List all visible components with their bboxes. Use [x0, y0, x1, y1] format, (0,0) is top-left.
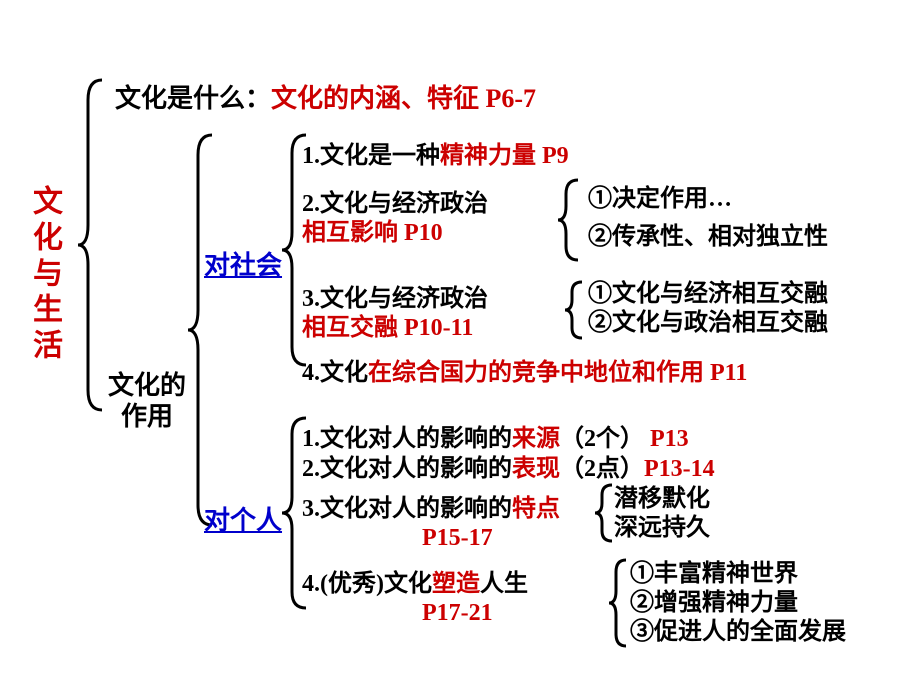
s1-prefix: 1.文化是一种 — [302, 143, 440, 169]
branch1-highlight: 文化的内涵、特征 P6-7 — [271, 84, 536, 113]
p4-a: 4.(优秀)文化 — [302, 571, 432, 597]
p4-pg: P17-21 — [302, 599, 528, 628]
person-item-4-sub: ①丰富精神世界 ②增强精神力量 ③促进人的全面发展 — [630, 560, 846, 646]
s2-l1: 2.文化与经济政治 — [302, 190, 488, 219]
p4sc: ③促进人的全面发展 — [630, 618, 846, 647]
p4-b: 人生 — [480, 571, 528, 597]
branch2-line2: 作用 — [108, 401, 186, 432]
p2-a: 2.文化对人的影响的 — [302, 456, 512, 482]
p2-b: （2点） — [560, 456, 644, 482]
branch1-prefix: 文化是什么： — [115, 84, 271, 113]
person-item-2: 2.文化对人的影响的表现（2点）P13-14 — [302, 448, 715, 483]
s4-prefix: 4.文化 — [302, 360, 368, 386]
p4sb: ②增强精神力量 — [630, 589, 846, 618]
p4-hl: 塑造 — [432, 571, 480, 597]
s2-l2: 相互影响 P10 — [302, 219, 488, 248]
society-item-4: 4.文化在综合国力的竞争中地位和作用 P11 — [302, 352, 747, 387]
society-item-2: 2.文化与经济政治 相互影响 P10 — [302, 190, 488, 248]
s3b: ②文化与政治相互交融 — [588, 309, 828, 338]
brace-role — [196, 135, 216, 525]
person-item-3-sub: 潜移默化 深远持久 — [614, 485, 710, 543]
root-title: 文化与生活 — [22, 185, 66, 365]
s3a: ①文化与经济相互交融 — [588, 280, 828, 309]
s3-l2: 相互交融 P10-11 — [302, 314, 488, 343]
person-label: 对个人 — [204, 500, 282, 537]
society-item-2-sub: ①决定作用… ②传承性、相对独立性 — [588, 180, 828, 257]
brace-s3-sub — [570, 282, 586, 338]
society-item-1: 1.文化是一种精神力量 P9 — [302, 135, 569, 170]
s4-hl: 在综合国力的竞争中地位和作用 P11 — [368, 360, 747, 386]
s1-hl: 精神力量 P9 — [440, 143, 569, 169]
p2-hl: 表现 — [512, 456, 560, 482]
p4sa: ①丰富精神世界 — [630, 560, 846, 589]
p2-pg: P13-14 — [644, 456, 715, 482]
s3-l1: 3.文化与经济政治 — [302, 285, 488, 314]
p3-pg: P15-17 — [302, 524, 560, 553]
society-item-3-sub: ①文化与经济相互交融 ②文化与政治相互交融 — [588, 280, 828, 338]
p3sa: 潜移默化 — [614, 485, 710, 514]
person-item-3: 3.文化对人的影响的特点 P15-17 — [302, 495, 560, 553]
p3sb: 深远持久 — [614, 514, 710, 543]
brace-root — [86, 80, 106, 410]
society-item-3: 3.文化与经济政治 相互交融 P10-11 — [302, 285, 488, 343]
society-label: 对社会 — [204, 245, 282, 282]
branch-culture-role: 文化的 作用 — [108, 370, 186, 432]
s2b: ②传承性、相对独立性 — [588, 218, 828, 256]
branch-what-is-culture: 文化是什么：文化的内涵、特征 P6-7 — [115, 78, 536, 115]
brace-p4-sub — [614, 560, 630, 646]
person-item-4: 4.(优秀)文化塑造人生 P17-21 — [302, 570, 528, 628]
p3-a: 3.文化对人的影响的 — [302, 496, 512, 522]
p3-hl: 特点 — [512, 496, 560, 522]
s2a: ①决定作用… — [588, 180, 828, 218]
brace-s2-sub — [564, 180, 582, 260]
branch2-line1: 文化的 — [108, 370, 186, 401]
